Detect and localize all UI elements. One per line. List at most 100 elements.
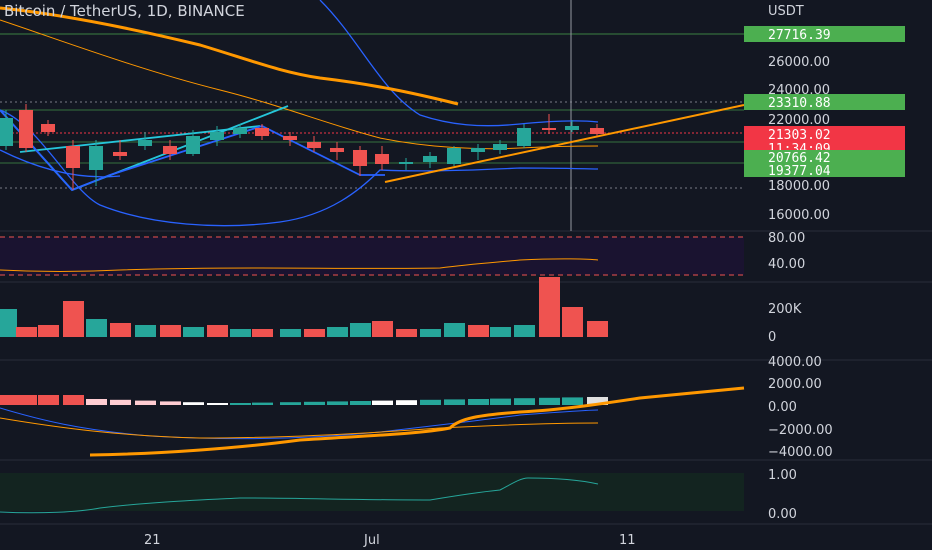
- currency-label: USDT: [768, 4, 804, 19]
- oscillator-thin-orange-line: [0, 417, 599, 439]
- date-tick-21: 21: [144, 533, 161, 548]
- candle-body-13: [307, 142, 321, 148]
- volume-bar-6: [135, 325, 156, 337]
- rsi-bounds: [0, 236, 744, 276]
- osc-bar-21: [490, 398, 511, 405]
- osc-bar-9: [207, 403, 228, 405]
- osc-tick-4000: 4000.00: [768, 355, 822, 370]
- volume-bar-0: [0, 309, 17, 337]
- volume-bar-11: [252, 329, 273, 337]
- candle-body-20: [471, 148, 485, 152]
- price-tags: 27716.39 23310.88 21303.02 11:34:09 2076…: [744, 26, 905, 179]
- volume-bar-20: [468, 325, 489, 337]
- volume-bar-10: [230, 329, 251, 337]
- volume-bar-19: [444, 323, 465, 337]
- volume-bar-18: [420, 329, 441, 337]
- bottom-tick-1: 1.00: [768, 468, 797, 483]
- price-tag-23310-bg: [744, 94, 905, 110]
- candle-body-10: [233, 128, 247, 134]
- osc-bar-19: [444, 399, 465, 405]
- volume-bar-3: [63, 301, 84, 337]
- osc-bar-20: [468, 399, 489, 405]
- candle-body-19: [447, 148, 461, 164]
- candle-body-11: [255, 128, 269, 136]
- bottom-indicator-line: [0, 477, 599, 514]
- osc-bar-14: [327, 401, 348, 405]
- candle-body-6: [138, 140, 152, 146]
- volume-bar-12: [280, 329, 301, 337]
- price-tag-27716-bg: [744, 26, 905, 42]
- candle-body-7: [163, 146, 177, 154]
- osc-bar-25: [587, 397, 608, 405]
- osc-bar-8: [183, 402, 204, 405]
- price-tag-23310: 23310.88: [768, 96, 831, 111]
- volume-bar-1: [16, 327, 37, 337]
- volume-tick-0: 0: [768, 330, 776, 345]
- volume-bar-14: [327, 327, 348, 337]
- candle-body-22: [517, 128, 531, 146]
- bottom-tick-0: 0.00: [768, 507, 797, 522]
- price-tick-22000: 22000.00: [768, 113, 830, 128]
- price-tag-19377: 19377.04: [768, 164, 831, 179]
- candle-body-2: [41, 124, 55, 132]
- candle-body-23: [542, 128, 556, 130]
- price-level-lines: [0, 33, 744, 189]
- date-tick-jul: Jul: [363, 533, 380, 548]
- price-tag-20766: 20766.42: [768, 151, 831, 166]
- osc-bar-6: [135, 400, 156, 405]
- candle-body-15: [353, 150, 367, 166]
- rsi-pane-background: [0, 237, 744, 275]
- volume-histogram: [0, 277, 608, 337]
- volume-tick-200k: 200K: [768, 302, 802, 317]
- oscillator-thick-orange-line: [89, 386, 745, 457]
- volume-bar-5: [110, 323, 131, 337]
- rsi-line: [0, 258, 599, 272]
- candle-body-18: [423, 156, 437, 162]
- chart-title: Bitcoin / TetherUS, 1D, BINANCE: [4, 2, 245, 20]
- candle-body-1: [19, 110, 33, 148]
- volume-bar-22: [514, 325, 535, 337]
- volume-bar-24: [562, 307, 583, 337]
- volume-bar-21: [490, 327, 511, 337]
- osc-tick-0: 0.00: [768, 400, 797, 415]
- osc-bar-4: [86, 399, 107, 405]
- osc-bar-7: [160, 401, 181, 405]
- osc-bar-0: [0, 395, 17, 405]
- osc-bar-10: [230, 403, 251, 405]
- osc-bar-23: [539, 397, 560, 405]
- rsi-tick-40: 40.00: [768, 257, 805, 272]
- candle-body-5: [113, 152, 127, 156]
- volume-bar-23: [539, 277, 560, 337]
- candle-body-0: [0, 118, 13, 146]
- osc-bar-13: [304, 401, 325, 405]
- volume-bar-25: [587, 321, 608, 337]
- price-tag-19377-bg: [744, 164, 905, 177]
- osc-bar-11: [252, 402, 273, 405]
- volume-bar-13: [304, 329, 325, 337]
- candle-body-8: [186, 136, 200, 154]
- orange-trendline[interactable]: [384, 104, 745, 183]
- price-candles: [0, 104, 604, 190]
- candle-body-14: [330, 148, 344, 152]
- volume-bar-2: [38, 325, 59, 337]
- osc-bar-5: [110, 399, 131, 405]
- volume-bar-17: [396, 329, 417, 337]
- candle-body-24: [565, 126, 579, 130]
- price-tag-current: 21303.02: [768, 128, 831, 143]
- osc-tick-neg2000: −2000.00: [768, 423, 833, 438]
- osc-bar-3: [63, 395, 84, 405]
- osc-bar-22: [514, 398, 535, 405]
- osc-bar-16: [372, 400, 393, 405]
- candle-body-3: [66, 146, 80, 168]
- volume-bar-7: [160, 325, 181, 337]
- osc-bar-2: [38, 395, 59, 405]
- candle-body-4: [89, 146, 103, 170]
- candle-body-9: [210, 132, 224, 140]
- price-tick-16000: 16000.00: [768, 208, 830, 223]
- volume-bar-9: [207, 325, 228, 337]
- price-tick-18000: 18000.00: [768, 179, 830, 194]
- osc-bar-15: [350, 401, 371, 405]
- date-tick-11: 11: [619, 533, 636, 548]
- volume-bar-4: [86, 319, 107, 337]
